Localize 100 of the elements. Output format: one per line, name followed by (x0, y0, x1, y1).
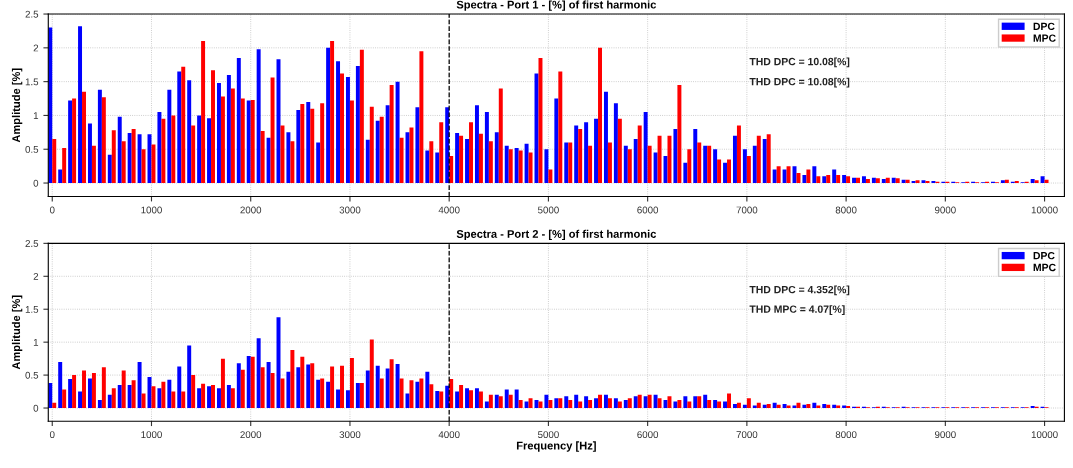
bar (653, 152, 658, 184)
bar (508, 394, 513, 409)
bar (667, 135, 672, 184)
y-tick-label: 1.5 (25, 306, 39, 313)
bar (766, 404, 771, 409)
bar (197, 115, 202, 184)
bar (693, 128, 698, 184)
bar (389, 359, 394, 409)
bar (762, 404, 767, 409)
bar (216, 388, 221, 409)
x-tick-label: 6000 (637, 206, 659, 214)
bar (369, 339, 374, 409)
bar (598, 47, 602, 184)
x-tick-label: 0 (49, 431, 55, 439)
bar (816, 176, 821, 184)
bar (657, 135, 662, 184)
bar (478, 391, 483, 409)
bar (300, 356, 305, 409)
bar (82, 91, 86, 184)
bar (469, 122, 473, 184)
bar (504, 389, 509, 409)
bar (603, 91, 608, 184)
bar (82, 370, 86, 409)
bar (87, 378, 92, 409)
bar (524, 143, 529, 184)
bar (270, 77, 275, 184)
x-tick-label: 5000 (537, 206, 559, 214)
bar (901, 179, 906, 184)
x-tick-label: 9000 (934, 431, 956, 439)
bar (409, 380, 414, 409)
y-tick-label: 2 (33, 44, 39, 52)
bar (236, 363, 241, 409)
bar (617, 118, 622, 184)
bar (538, 57, 543, 184)
bar (727, 393, 731, 409)
y-tick-label: 1 (33, 112, 39, 119)
y-tick-label: 1 (33, 338, 39, 346)
bar (812, 166, 817, 184)
bar (340, 365, 344, 409)
bar (746, 398, 751, 409)
bar (766, 134, 771, 184)
bar (673, 128, 678, 184)
bar (727, 159, 731, 184)
bar (885, 177, 890, 184)
bar (782, 169, 787, 184)
bar (742, 149, 747, 184)
annotation: THD DPC = 4.352[%] (749, 285, 850, 296)
bar (290, 350, 295, 409)
bar (157, 388, 162, 409)
bar (131, 128, 136, 184)
bar (326, 381, 331, 409)
bar (558, 71, 563, 184)
bar (836, 174, 841, 184)
bar (207, 118, 212, 184)
bar (101, 367, 106, 409)
bar (518, 150, 523, 184)
bar (647, 145, 652, 184)
bar (151, 386, 156, 409)
bar (220, 96, 225, 184)
bar (822, 404, 827, 409)
bar (544, 394, 549, 409)
bar (131, 380, 136, 409)
y-tick-label: 0.5 (25, 145, 39, 153)
bar (187, 345, 192, 409)
bar (637, 394, 642, 409)
bar (861, 176, 866, 184)
bar (177, 71, 182, 184)
bar (584, 122, 589, 184)
bar (915, 180, 920, 184)
bar (91, 145, 96, 184)
bar (717, 401, 722, 409)
bar (72, 98, 77, 184)
bar (524, 401, 529, 409)
bar (832, 169, 837, 184)
bar (643, 112, 648, 184)
x-tick-label: 7000 (736, 206, 758, 214)
bar (548, 400, 553, 409)
bar (336, 61, 341, 184)
x-tick-label: 10000 (1031, 206, 1058, 214)
bar (598, 394, 602, 409)
bar (603, 394, 608, 409)
bar (568, 142, 573, 184)
y-axis-title: Amplitude [%] (11, 68, 23, 143)
bar (111, 130, 116, 184)
bar (891, 177, 896, 184)
bar (445, 385, 450, 409)
bar (826, 404, 831, 409)
bar (101, 97, 106, 184)
bar (717, 159, 722, 184)
bar (607, 142, 612, 184)
bar (326, 47, 331, 184)
bar (330, 41, 335, 184)
bar (465, 139, 470, 184)
bar (226, 74, 231, 184)
bar (905, 179, 910, 184)
bar (141, 149, 146, 184)
bar (588, 145, 593, 184)
bar (270, 373, 275, 409)
bar (772, 402, 777, 409)
bar (703, 145, 708, 184)
